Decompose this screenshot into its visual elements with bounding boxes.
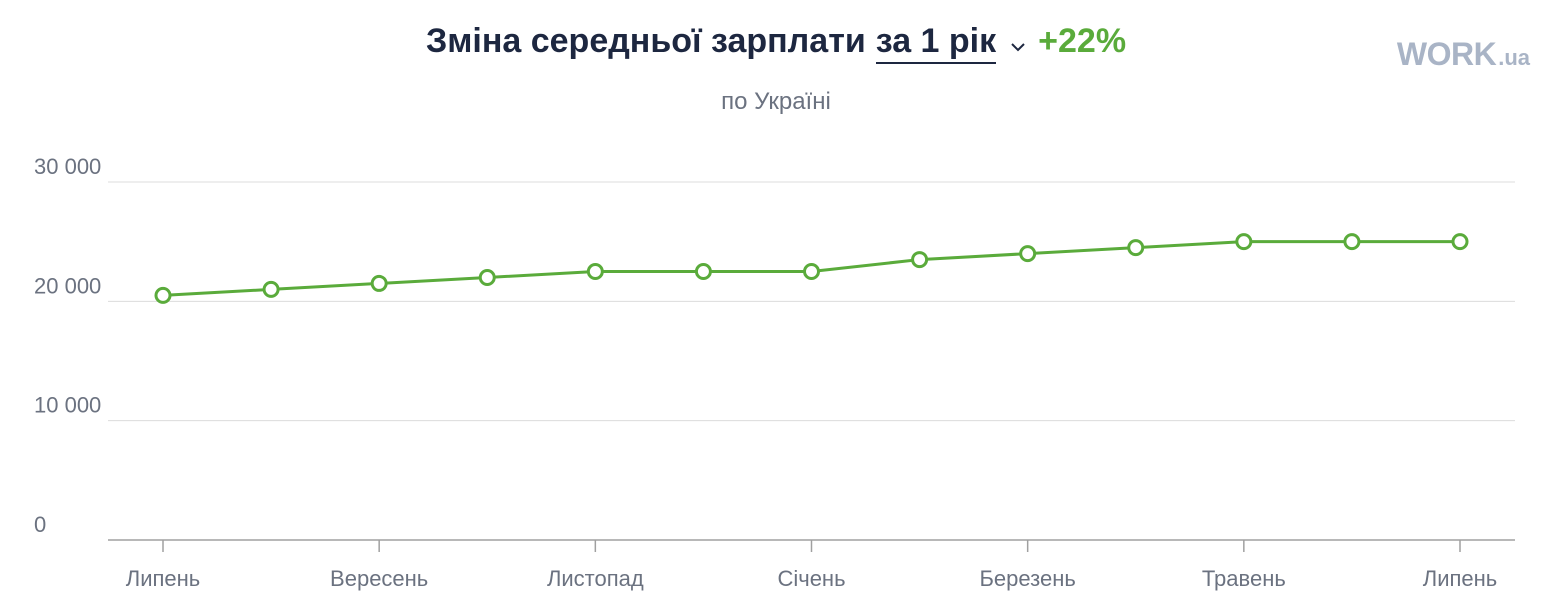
x-tick-label: Січень — [777, 566, 845, 591]
x-tick-label: Березень — [979, 566, 1075, 591]
y-tick-label: 20 000 — [34, 273, 101, 298]
data-point — [1127, 239, 1145, 257]
data-point — [1343, 233, 1361, 251]
data-point — [370, 274, 388, 292]
period-selector[interactable]: за 1 рік — [875, 22, 997, 64]
x-tick-label: Листопад — [547, 566, 644, 591]
x-tick-label: Травень — [1202, 566, 1286, 591]
data-point — [1235, 233, 1253, 251]
x-tick-label: Вересень — [330, 566, 428, 591]
chart-title: Зміна середньої зарплати — [425, 22, 866, 60]
data-point — [911, 251, 929, 269]
data-point — [586, 263, 604, 280]
y-tick-label: 10 000 — [34, 393, 101, 418]
data-point — [803, 263, 820, 280]
data-point — [1451, 233, 1469, 251]
chart-header: Зміна середньої зарплати за 1 рік +22% — [0, 22, 1552, 64]
data-point — [478, 268, 496, 286]
x-tick-label: Липень — [126, 566, 201, 591]
data-point — [1019, 245, 1037, 263]
logo-main: WORK — [1396, 36, 1497, 72]
y-tick-label: 30 000 — [34, 154, 101, 179]
y-tick-label: 0 — [34, 512, 46, 537]
chart-subtitle: по Україні — [721, 88, 831, 115]
data-point — [154, 286, 172, 304]
work-ua-logo[interactable]: WORK.ua — [1397, 36, 1530, 73]
chevron-down-icon[interactable] — [1010, 39, 1026, 57]
change-percent: +22% — [1038, 22, 1127, 60]
data-point — [262, 280, 280, 298]
x-tick-label: Липень — [1423, 566, 1498, 591]
logo-tld: .ua — [1498, 45, 1530, 70]
data-point — [694, 263, 712, 280]
